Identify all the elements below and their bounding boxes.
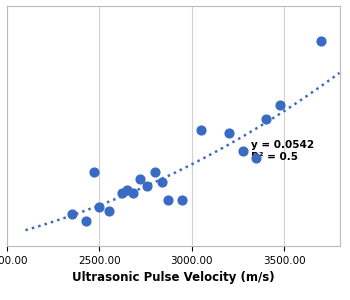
Point — [180, 198, 185, 203]
Point — [241, 148, 246, 153]
Point — [159, 180, 165, 185]
Point — [130, 191, 135, 196]
Point — [145, 184, 150, 188]
Point — [137, 176, 143, 181]
Point — [124, 187, 130, 192]
Point — [84, 219, 89, 224]
Point — [119, 191, 124, 196]
Point — [253, 155, 259, 160]
X-axis label: Ultrasonic Pulse Velocity (m/s): Ultrasonic Pulse Velocity (m/s) — [72, 271, 274, 284]
Text: y = 0.0542
R² = 0.5: y = 0.0542 R² = 0.5 — [251, 140, 314, 161]
Point — [69, 212, 75, 217]
Point — [263, 116, 268, 121]
Point — [91, 169, 97, 174]
Point — [198, 127, 204, 132]
Point — [165, 198, 170, 203]
Point — [106, 208, 111, 213]
Point — [152, 169, 158, 174]
Point — [97, 205, 102, 210]
Point — [318, 39, 324, 44]
Point — [278, 102, 283, 107]
Point — [226, 131, 231, 136]
